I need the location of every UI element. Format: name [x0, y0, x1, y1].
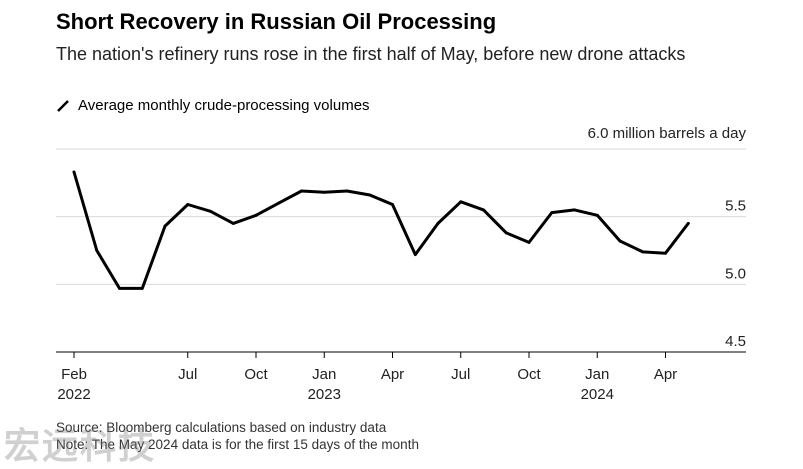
data-point	[436, 222, 440, 225]
x-tick-label: Jan	[312, 366, 336, 383]
x-tick-label: Feb	[61, 366, 87, 383]
x-tick-label: Jul	[178, 366, 197, 383]
legend-label: Average monthly crude-processing volumes	[78, 97, 370, 114]
data-point	[118, 286, 121, 290]
data-point	[140, 286, 144, 290]
data-point	[413, 253, 417, 256]
source-note: Source: Bloomberg calculations based on …	[56, 420, 387, 435]
legend: Average monthly crude-processing volumes	[56, 97, 370, 114]
data-point	[345, 189, 349, 193]
data-point	[573, 208, 576, 212]
data-point	[527, 240, 531, 244]
chart-subtitle: The nation's refinery runs rose in the f…	[56, 44, 686, 64]
x-tick-label: Apr	[654, 366, 677, 383]
data-point	[368, 193, 372, 197]
x-tick-label: Oct	[517, 366, 541, 383]
x-tick-label: Oct	[244, 366, 268, 383]
footer: Source: Bloomberg calculations based on …	[56, 419, 419, 453]
legend-line-icon	[57, 99, 69, 112]
series-line	[72, 170, 690, 290]
data-point	[277, 201, 281, 205]
data-point	[504, 231, 508, 235]
data-point	[186, 203, 190, 206]
data-point	[595, 213, 599, 217]
data-point	[72, 170, 76, 174]
data-point	[300, 189, 303, 193]
x-tick-label: Jan	[585, 366, 609, 383]
data-point	[550, 211, 554, 215]
data-point	[641, 250, 645, 254]
chart-title: Short Recovery in Russian Oil Processing	[56, 9, 497, 34]
y-unit-label: 6.0 million barrels a day	[588, 125, 747, 142]
data-point	[209, 209, 212, 213]
data-point	[322, 190, 326, 194]
data-point	[459, 200, 463, 204]
data-point	[618, 239, 622, 243]
data-point	[163, 224, 167, 228]
data-point	[391, 203, 394, 206]
data-note: Note: The May 2024 data is for the first…	[56, 437, 419, 452]
x-tick-year-label: 2022	[57, 386, 90, 403]
y-tick-label: 5.5	[725, 198, 746, 215]
y-tick-label: 4.5	[725, 333, 746, 350]
data-point	[254, 213, 258, 217]
x-tick-label: Jul	[451, 366, 470, 383]
x-tick-year-label: 2023	[308, 386, 341, 403]
watermark: 宏远科技	[4, 425, 157, 466]
data-point	[482, 208, 485, 212]
data-point	[95, 249, 99, 252]
x-tick-label: Apr	[381, 366, 404, 383]
data-point	[231, 222, 235, 225]
y-tick-label: 5.0	[725, 265, 746, 282]
x-tick-year-label: 2024	[581, 386, 614, 403]
data-point	[686, 222, 690, 225]
data-point	[664, 251, 667, 255]
